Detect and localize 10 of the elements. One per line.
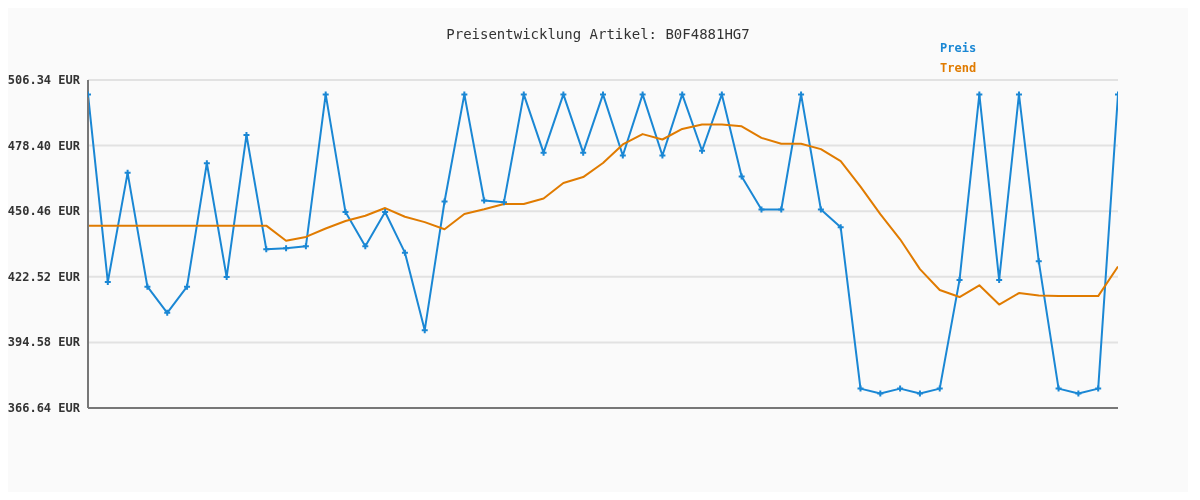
chart-title: Preisentwicklung Artikel: B0F4881HG7 [445, 26, 751, 42]
text: Trend [940, 60, 977, 77]
y-tick-label: 478.40 EUR [7, 138, 81, 153]
y-tick-label: 450.46 EUR [7, 204, 81, 219]
text: Preis [940, 40, 977, 57]
y-tick-label: 422.52 EUR [7, 269, 81, 284]
y-tick-label: 506.34 EUR [7, 73, 81, 87]
line-series [88, 123, 1118, 306]
y-tick-label: 394.58 EUR [7, 335, 81, 350]
y-tick-label: 366.64 EUR [7, 401, 81, 415]
